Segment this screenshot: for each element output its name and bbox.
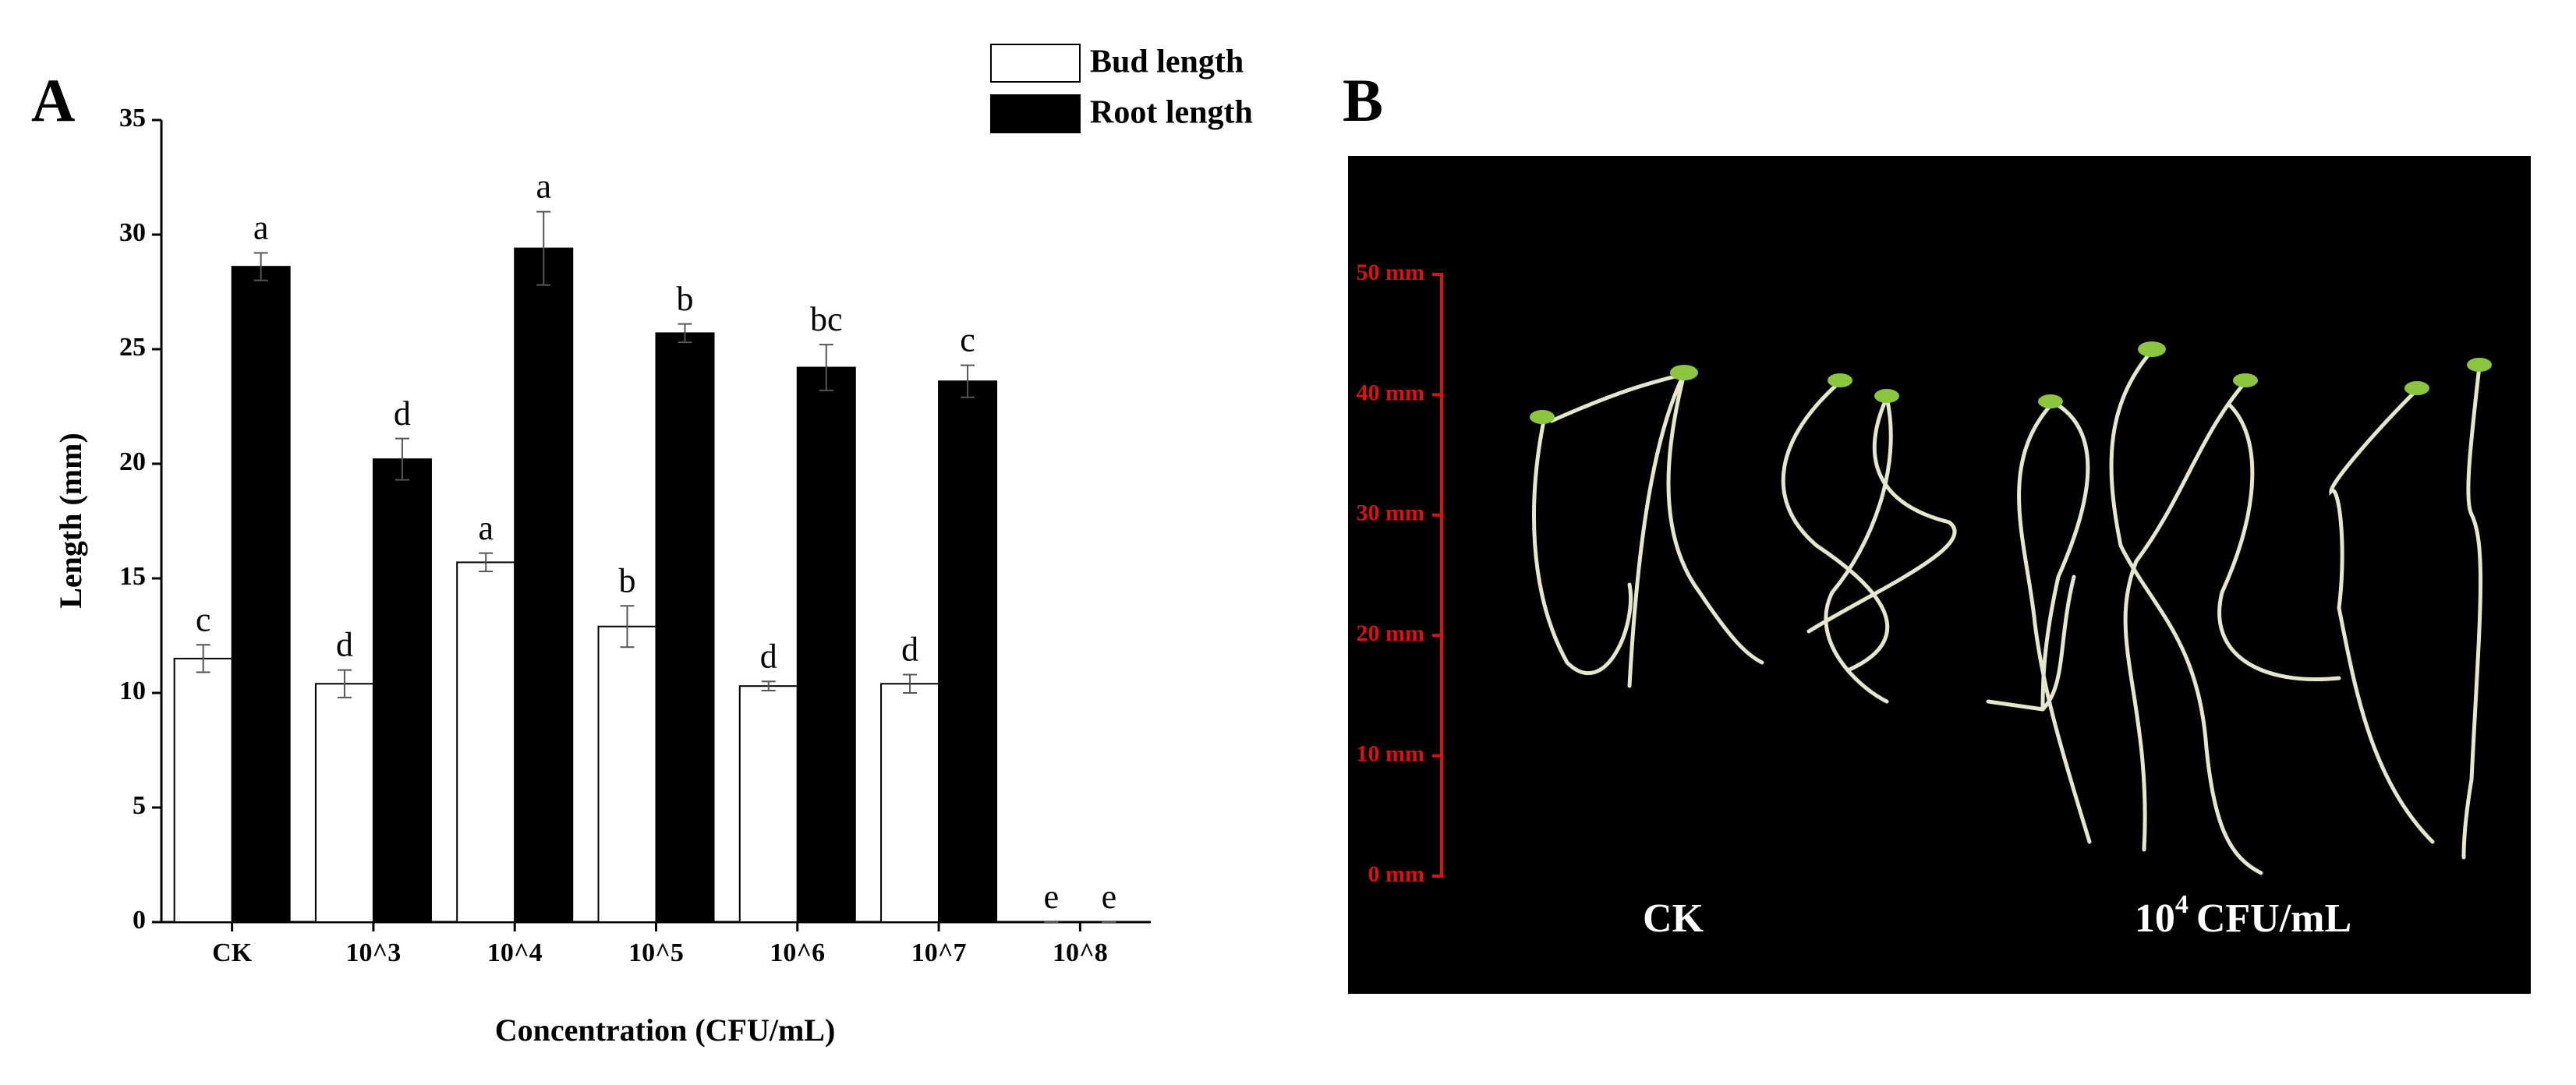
legend-label: Root length — [1090, 95, 1253, 131]
error-bar — [961, 364, 975, 398]
significance-letter: b — [619, 561, 636, 599]
y-axis-label: Length (mm) — [53, 433, 88, 609]
bar — [514, 247, 574, 923]
error-bar — [903, 673, 918, 694]
x-tick-label: 10^3 — [346, 938, 402, 967]
y-tick-label: 15 — [119, 562, 146, 591]
error-bar — [337, 669, 352, 698]
y-tick-label: 0 — [133, 906, 146, 935]
significance-letter: bc — [810, 300, 843, 338]
label-sup: 4 — [2175, 890, 2189, 919]
bar — [372, 458, 432, 923]
significance-letter: a — [253, 209, 269, 247]
error-bar — [536, 210, 551, 286]
x-tick-label: 10^6 — [770, 938, 825, 967]
x-tick-label: 10^7 — [911, 938, 967, 967]
x-tick-label: 10^5 — [628, 938, 684, 967]
y-tick-label: 5 — [133, 791, 146, 820]
bar — [456, 561, 516, 923]
error-bar — [479, 552, 494, 573]
x-tick-label: 10^4 — [487, 938, 543, 967]
label-unit: CFU/mL — [2196, 896, 2351, 941]
group-label: CK — [1643, 896, 1704, 941]
error-bar — [620, 605, 635, 649]
error-bar — [678, 323, 692, 344]
seedling-tips — [1530, 341, 2492, 424]
significance-letter: d — [901, 631, 918, 669]
scale-label: 20 mm — [1357, 620, 1424, 646]
significance-letter: d — [336, 626, 353, 664]
bar — [938, 380, 998, 924]
significance-letter: c — [196, 600, 211, 638]
bar — [314, 683, 374, 923]
label-base: 10 — [2135, 896, 2175, 941]
y-tick-label: 30 — [119, 218, 146, 247]
significance-letter: e — [1044, 878, 1060, 916]
significance-letter: c — [960, 321, 975, 359]
bar — [655, 332, 715, 924]
bar — [173, 657, 233, 924]
photo — [1348, 156, 2531, 994]
bar — [738, 685, 798, 923]
y-tick-label: 20 — [119, 447, 146, 476]
significance-letter: d — [394, 394, 411, 433]
bar — [880, 683, 940, 923]
significance-letter: e — [1102, 878, 1117, 916]
error-bar — [196, 644, 211, 673]
scale-label: 30 mm — [1357, 500, 1424, 526]
legend-swatch — [990, 44, 1081, 83]
error-bar — [253, 252, 268, 281]
panel-label: A — [31, 66, 75, 134]
x-tick-label: CK — [212, 938, 253, 967]
x-tick-label: 10^8 — [1053, 938, 1108, 967]
significance-letter: a — [478, 509, 494, 547]
seedlings — [1532, 348, 2483, 875]
scale-label: 40 mm — [1357, 380, 1424, 405]
y-tick-label: 35 — [119, 104, 146, 133]
scale-label: 50 mm — [1357, 260, 1424, 285]
group-label: 104 CFU/mL — [2135, 890, 2351, 941]
x-axis-label: Concentration (CFU/mL) — [495, 1013, 836, 1048]
scale-label: 10 mm — [1357, 740, 1424, 766]
significance-letter: d — [760, 637, 777, 675]
error-bar — [761, 680, 776, 692]
legend-swatch — [990, 94, 1081, 133]
legend-label: Bud length — [1090, 44, 1244, 80]
error-bar — [395, 437, 409, 481]
significance-letter: b — [677, 280, 694, 318]
bar — [796, 366, 856, 923]
significance-letter: a — [536, 168, 551, 206]
scale-label: 0 mm — [1368, 861, 1424, 887]
y-tick-label: 25 — [119, 333, 146, 362]
panel-label: B — [1343, 66, 1383, 134]
error-bar — [819, 344, 833, 391]
bar — [597, 625, 657, 923]
bar — [231, 266, 291, 924]
y-tick-label: 10 — [119, 677, 146, 705]
